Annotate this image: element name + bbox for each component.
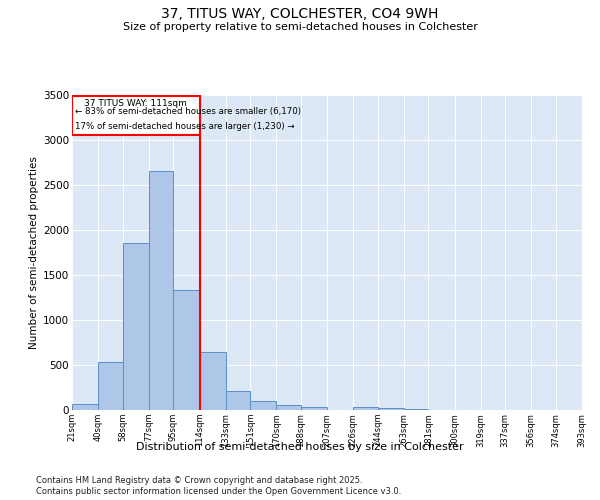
Bar	[404, 409, 428, 410]
Bar	[173, 290, 199, 410]
Text: 37 TITUS WAY: 111sqm: 37 TITUS WAY: 111sqm	[85, 98, 187, 108]
Text: Size of property relative to semi-detached houses in Colchester: Size of property relative to semi-detach…	[122, 22, 478, 32]
Text: Contains public sector information licensed under the Open Government Licence v3: Contains public sector information licen…	[36, 488, 401, 496]
Bar	[250, 400, 276, 410]
Text: 17% of semi-detached houses are larger (1,230) →: 17% of semi-detached houses are larger (…	[75, 122, 295, 131]
Y-axis label: Number of semi-detached properties: Number of semi-detached properties	[29, 156, 39, 349]
Bar	[301, 407, 327, 410]
Bar	[199, 352, 226, 410]
Bar	[123, 242, 149, 410]
Text: 37, TITUS WAY, COLCHESTER, CO4 9WH: 37, TITUS WAY, COLCHESTER, CO4 9WH	[161, 8, 439, 22]
Text: ← 83% of semi-detached houses are smaller (6,170): ← 83% of semi-detached houses are smalle…	[75, 107, 301, 116]
Bar	[276, 405, 301, 410]
Bar	[98, 362, 123, 410]
Bar	[72, 404, 98, 410]
Text: Contains HM Land Registry data © Crown copyright and database right 2025.: Contains HM Land Registry data © Crown c…	[36, 476, 362, 485]
Bar	[353, 408, 378, 410]
Text: Distribution of semi-detached houses by size in Colchester: Distribution of semi-detached houses by …	[136, 442, 464, 452]
Bar	[149, 172, 173, 410]
Bar	[378, 408, 404, 410]
FancyBboxPatch shape	[72, 96, 199, 134]
Bar	[226, 390, 250, 410]
